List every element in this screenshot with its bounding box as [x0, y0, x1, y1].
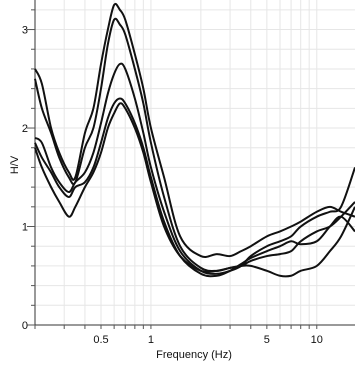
- series-line-1: [34, 2, 355, 258]
- y-tick-label: 3: [22, 25, 28, 37]
- x-tick-label: 0.5: [93, 334, 108, 346]
- grid-layer: [34, 0, 355, 325]
- x-axis-label: Frequency (Hz): [156, 349, 232, 361]
- y-tick-label: 0: [22, 320, 28, 332]
- x-ticks: 0.5 1 5 10: [34, 325, 323, 346]
- series-line-4: [34, 97, 355, 278]
- series-layer: [34, 2, 355, 278]
- x-tick-label: 1: [148, 334, 154, 346]
- y-axis-label: H/V: [9, 155, 21, 174]
- series-line-5: [34, 102, 355, 278]
- y-tick-label: 1: [22, 222, 28, 234]
- y-tick-label: 2: [22, 123, 28, 135]
- x-tick-label: 5: [264, 334, 270, 346]
- y-ticks: 0 1 2 3: [22, 9, 35, 332]
- series-line-3: [34, 62, 355, 275]
- axis-layer: [34, 0, 355, 326]
- x-tick-label: 10: [311, 334, 323, 346]
